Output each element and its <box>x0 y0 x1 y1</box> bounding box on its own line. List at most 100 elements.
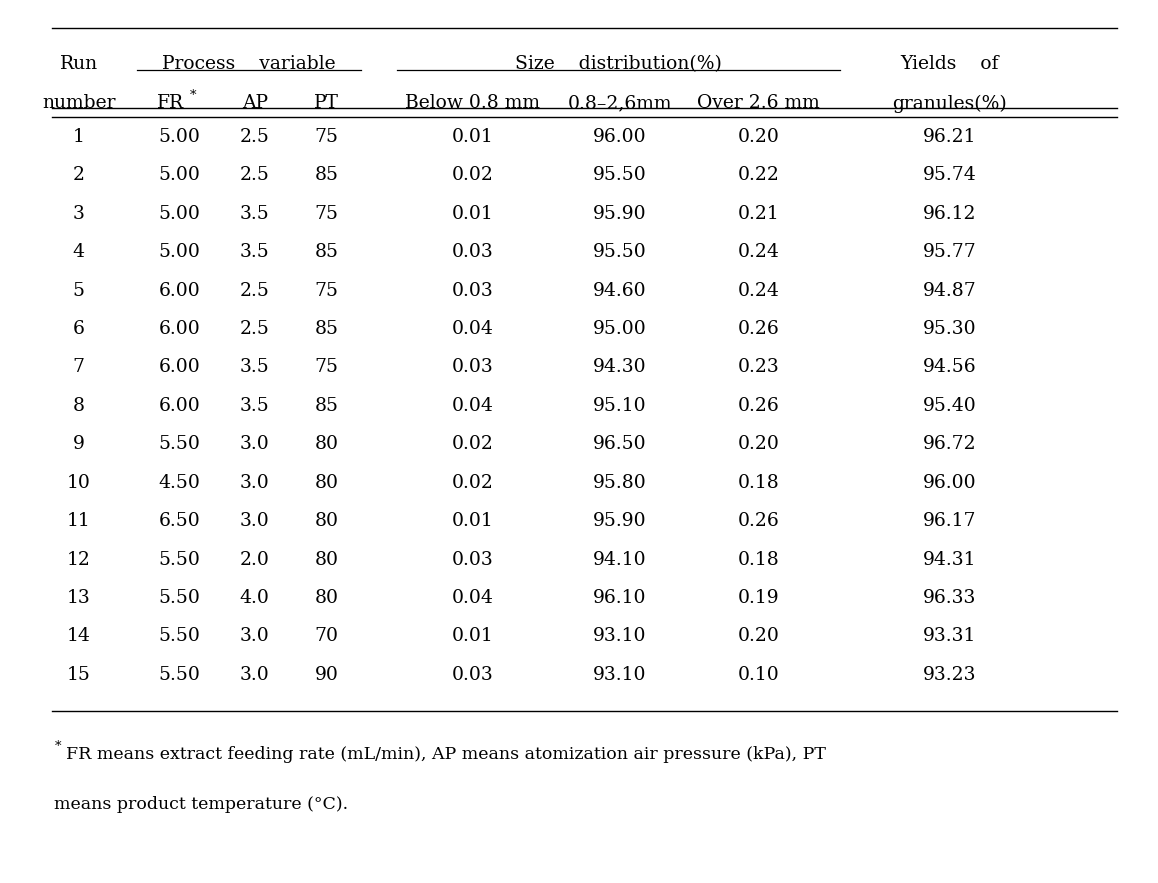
Text: 3.5: 3.5 <box>240 397 270 415</box>
Text: 2: 2 <box>73 166 85 185</box>
Text: 0.20: 0.20 <box>738 627 779 645</box>
Text: 0.01: 0.01 <box>452 128 493 146</box>
Text: AP: AP <box>242 94 267 112</box>
Text: 70: 70 <box>315 627 338 645</box>
Text: 11: 11 <box>67 512 90 530</box>
Text: 96.10: 96.10 <box>593 589 646 607</box>
Text: 2.5: 2.5 <box>240 166 270 185</box>
Text: 95.77: 95.77 <box>923 244 976 261</box>
Text: 96.00: 96.00 <box>923 473 976 492</box>
Text: 3.0: 3.0 <box>240 473 270 492</box>
Text: 2.5: 2.5 <box>240 282 270 299</box>
Text: 5.00: 5.00 <box>159 128 200 146</box>
Text: 85: 85 <box>315 397 338 415</box>
Text: 5.50: 5.50 <box>159 589 200 607</box>
Text: 3: 3 <box>73 205 85 223</box>
Text: 0.20: 0.20 <box>738 435 779 453</box>
Text: 85: 85 <box>315 166 338 185</box>
Text: 0.01: 0.01 <box>452 205 493 223</box>
Text: 14: 14 <box>67 627 90 645</box>
Text: 3.0: 3.0 <box>240 627 270 645</box>
Text: 5.00: 5.00 <box>159 205 200 223</box>
Text: 95.74: 95.74 <box>923 166 976 185</box>
Text: 96.33: 96.33 <box>923 589 976 607</box>
Text: 13: 13 <box>67 589 90 607</box>
Text: PT: PT <box>314 94 339 112</box>
Text: 0.23: 0.23 <box>738 358 779 376</box>
Text: 6: 6 <box>73 321 85 338</box>
Text: 80: 80 <box>315 435 338 453</box>
Text: FR means extract feeding rate (mL/min), AP means atomization air pressure (kPa),: FR means extract feeding rate (mL/min), … <box>66 746 826 763</box>
Text: 96.17: 96.17 <box>923 512 976 530</box>
Text: 15: 15 <box>67 666 90 683</box>
Text: 94.56: 94.56 <box>923 358 976 376</box>
Text: 2.0: 2.0 <box>240 551 270 569</box>
Text: 3.5: 3.5 <box>240 244 270 261</box>
Text: Size    distribution(%): Size distribution(%) <box>515 55 721 72</box>
Text: 93.23: 93.23 <box>923 666 976 683</box>
Text: 80: 80 <box>315 589 338 607</box>
Text: 5.00: 5.00 <box>159 166 200 185</box>
Text: 7: 7 <box>73 358 85 376</box>
Text: 4: 4 <box>73 244 85 261</box>
Text: 9: 9 <box>73 435 85 453</box>
Text: 5.50: 5.50 <box>159 627 200 645</box>
Text: 0.19: 0.19 <box>738 589 779 607</box>
Text: 75: 75 <box>315 358 338 376</box>
Text: 0.03: 0.03 <box>452 282 493 299</box>
Text: 95.00: 95.00 <box>593 321 646 338</box>
Text: *: * <box>190 89 197 102</box>
Text: 0.21: 0.21 <box>738 205 779 223</box>
Text: 2.5: 2.5 <box>240 321 270 338</box>
Text: 0.04: 0.04 <box>452 321 493 338</box>
Text: granules(%): granules(%) <box>892 94 1007 113</box>
Text: 95.40: 95.40 <box>923 397 976 415</box>
Text: 1: 1 <box>73 128 85 146</box>
Text: 0.03: 0.03 <box>452 666 493 683</box>
Text: 0.8–2,6mm: 0.8–2,6mm <box>567 94 672 112</box>
Text: 0.02: 0.02 <box>452 473 493 492</box>
Text: 95.90: 95.90 <box>593 512 646 530</box>
Text: 96.21: 96.21 <box>923 128 976 146</box>
Text: 96.72: 96.72 <box>923 435 976 453</box>
Text: 0.10: 0.10 <box>738 666 779 683</box>
Text: 3.0: 3.0 <box>240 435 270 453</box>
Text: 0.02: 0.02 <box>452 166 493 185</box>
Text: 3.5: 3.5 <box>240 205 270 223</box>
Text: 5.00: 5.00 <box>159 244 200 261</box>
Text: 95.30: 95.30 <box>923 321 976 338</box>
Text: 6.00: 6.00 <box>159 321 200 338</box>
Text: 0.24: 0.24 <box>738 244 779 261</box>
Text: 6.50: 6.50 <box>159 512 200 530</box>
Text: 0.20: 0.20 <box>738 128 779 146</box>
Text: 6.00: 6.00 <box>159 282 200 299</box>
Text: 94.31: 94.31 <box>923 551 976 569</box>
Text: 10: 10 <box>67 473 90 492</box>
Text: 95.10: 95.10 <box>593 397 646 415</box>
Text: 94.60: 94.60 <box>593 282 646 299</box>
Text: 96.12: 96.12 <box>923 205 976 223</box>
Text: 95.50: 95.50 <box>593 244 646 261</box>
Text: 0.26: 0.26 <box>738 397 779 415</box>
Text: 5.50: 5.50 <box>159 551 200 569</box>
Text: 0.03: 0.03 <box>452 358 493 376</box>
Text: 0.26: 0.26 <box>738 512 779 530</box>
Text: 90: 90 <box>315 666 338 683</box>
Text: 3.5: 3.5 <box>240 358 270 376</box>
Text: 94.30: 94.30 <box>593 358 646 376</box>
Text: Yields    of: Yields of <box>900 55 999 72</box>
Text: Process    variable: Process variable <box>162 55 336 72</box>
Text: 3.0: 3.0 <box>240 512 270 530</box>
Text: 96.00: 96.00 <box>593 128 646 146</box>
Text: 3.0: 3.0 <box>240 666 270 683</box>
Text: number: number <box>42 94 116 112</box>
Text: 75: 75 <box>315 205 338 223</box>
Text: 94.10: 94.10 <box>593 551 646 569</box>
Text: means product temperature (°C).: means product temperature (°C). <box>54 796 349 813</box>
Text: 96.50: 96.50 <box>593 435 646 453</box>
Text: 75: 75 <box>315 282 338 299</box>
Text: 0.01: 0.01 <box>452 627 493 645</box>
Text: 0.22: 0.22 <box>738 166 779 185</box>
Text: 5.50: 5.50 <box>159 666 200 683</box>
Text: 0.03: 0.03 <box>452 244 493 261</box>
